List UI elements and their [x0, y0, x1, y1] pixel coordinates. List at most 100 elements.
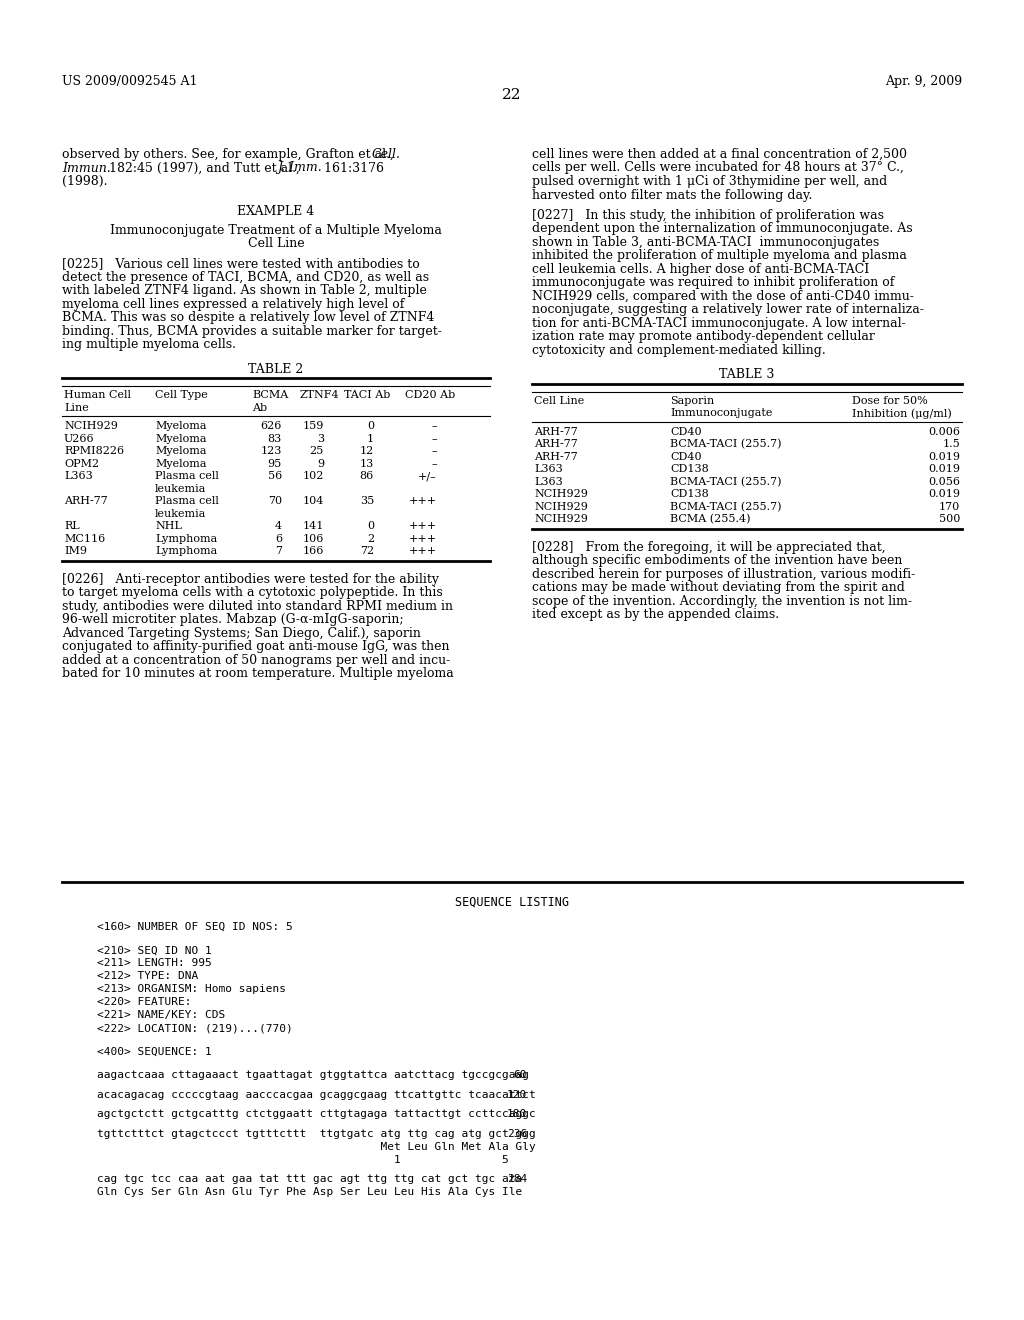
Text: to target myeloma cells with a cytotoxic polypeptide. In this: to target myeloma cells with a cytotoxic…	[62, 586, 442, 599]
Text: 0.056: 0.056	[928, 477, 961, 487]
Text: 182:45 (1997), and Tutt et al.,: 182:45 (1997), and Tutt et al.,	[105, 161, 304, 174]
Text: Saporin: Saporin	[670, 396, 715, 405]
Text: dependent upon the internalization of immunoconjugate. As: dependent upon the internalization of im…	[532, 222, 912, 235]
Text: cell leukemia cells. A higher dose of anti-BCMA-TACI: cell leukemia cells. A higher dose of an…	[532, 263, 869, 276]
Text: –: –	[431, 458, 437, 469]
Text: 35: 35	[359, 496, 374, 506]
Text: Dose for 50%: Dose for 50%	[852, 396, 928, 405]
Text: noconjugate, suggesting a relatively lower rate of internaliza-: noconjugate, suggesting a relatively low…	[532, 304, 924, 317]
Text: TACI Ab: TACI Ab	[344, 391, 390, 400]
Text: Lymphoma: Lymphoma	[155, 533, 217, 544]
Text: OPM2: OPM2	[63, 458, 99, 469]
Text: immunoconjugate was required to inhibit proliferation of: immunoconjugate was required to inhibit …	[532, 276, 894, 289]
Text: <220> FEATURE:: <220> FEATURE:	[97, 998, 191, 1007]
Text: 96-well microtiter plates. Mabzap (G-α-mIgG-saporin;: 96-well microtiter plates. Mabzap (G-α-m…	[62, 614, 403, 626]
Text: cag tgc tcc caa aat gaa tat ttt gac agt ttg ttg cat gct tgc ata: cag tgc tcc caa aat gaa tat ttt gac agt …	[97, 1175, 522, 1184]
Text: Myeloma: Myeloma	[155, 458, 207, 469]
Text: Plasma cell: Plasma cell	[155, 496, 219, 506]
Text: cations may be made without deviating from the spirit and: cations may be made without deviating fr…	[532, 581, 905, 594]
Text: 180: 180	[507, 1109, 527, 1119]
Text: shown in Table 3, anti-BCMA-TACI  immunoconjugates: shown in Table 3, anti-BCMA-TACI immunoc…	[532, 236, 880, 248]
Text: conjugated to affinity-purified goat anti-mouse IgG, was then: conjugated to affinity-purified goat ant…	[62, 640, 450, 653]
Text: <160> NUMBER OF SEQ ID NOS: 5: <160> NUMBER OF SEQ ID NOS: 5	[97, 921, 293, 932]
Text: harvested onto filter mats the following day.: harvested onto filter mats the following…	[532, 189, 812, 202]
Text: [0228]   From the foregoing, it will be appreciated that,: [0228] From the foregoing, it will be ap…	[532, 541, 886, 553]
Text: bated for 10 minutes at room temperature. Multiple myeloma: bated for 10 minutes at room temperature…	[62, 667, 454, 680]
Text: 9: 9	[316, 458, 324, 469]
Text: –: –	[431, 421, 437, 432]
Text: myeloma cell lines expressed a relatively high level of: myeloma cell lines expressed a relativel…	[62, 298, 404, 310]
Text: L363: L363	[63, 471, 93, 482]
Text: 284: 284	[507, 1175, 527, 1184]
Text: Met Leu Gln Met Ala Gly: Met Leu Gln Met Ala Gly	[97, 1142, 536, 1151]
Text: 0.019: 0.019	[928, 451, 961, 462]
Text: 500: 500	[939, 513, 961, 524]
Text: 70: 70	[268, 496, 282, 506]
Text: Cell Line: Cell Line	[248, 238, 304, 249]
Text: ARH-77: ARH-77	[534, 451, 578, 462]
Text: <210> SEQ ID NO 1: <210> SEQ ID NO 1	[97, 945, 212, 956]
Text: L363: L363	[534, 465, 563, 474]
Text: pulsed overnight with 1 μCi of 3thymidine per well, and: pulsed overnight with 1 μCi of 3thymidin…	[532, 176, 887, 187]
Text: Immun.: Immun.	[62, 161, 111, 174]
Text: BCMA-TACI (255.7): BCMA-TACI (255.7)	[670, 502, 781, 512]
Text: Line: Line	[63, 403, 89, 413]
Text: 120: 120	[507, 1090, 527, 1100]
Text: Apr. 9, 2009: Apr. 9, 2009	[885, 75, 962, 88]
Text: 161:3176: 161:3176	[319, 161, 384, 174]
Text: described herein for purposes of illustration, various modifi-: described herein for purposes of illustr…	[532, 568, 915, 581]
Text: ARH-77: ARH-77	[534, 440, 578, 449]
Text: NCIH929: NCIH929	[534, 513, 588, 524]
Text: <222> LOCATION: (219)...(770): <222> LOCATION: (219)...(770)	[97, 1023, 293, 1034]
Text: <211> LENGTH: 995: <211> LENGTH: 995	[97, 958, 212, 969]
Text: Gln Cys Ser Gln Asn Glu Tyr Phe Asp Ser Leu Leu His Ala Cys Ile: Gln Cys Ser Gln Asn Glu Tyr Phe Asp Ser …	[97, 1187, 522, 1197]
Text: <212> TYPE: DNA: <212> TYPE: DNA	[97, 972, 199, 981]
Text: TABLE 2: TABLE 2	[249, 363, 304, 376]
Text: agctgctctt gctgcatttg ctctggaatt cttgtagaga tattacttgt ccttccaggc: agctgctctt gctgcatttg ctctggaatt cttgtag…	[97, 1109, 536, 1119]
Text: leukemia: leukemia	[155, 508, 207, 519]
Text: Myeloma: Myeloma	[155, 434, 207, 444]
Text: 95: 95	[267, 458, 282, 469]
Text: Immunoconjugate: Immunoconjugate	[670, 408, 772, 418]
Text: 0: 0	[367, 521, 374, 531]
Text: 6: 6	[274, 533, 282, 544]
Text: US 2009/0092545 A1: US 2009/0092545 A1	[62, 75, 198, 88]
Text: aagactcaaa cttagaaact tgaattagat gtggtattca aatcttacg tgccgcgaag: aagactcaaa cttagaaact tgaattagat gtggtat…	[97, 1071, 529, 1080]
Text: –: –	[431, 434, 437, 444]
Text: 159: 159	[303, 421, 324, 432]
Text: Cell Line: Cell Line	[534, 396, 585, 405]
Text: Human Cell: Human Cell	[63, 391, 131, 400]
Text: BCMA (255.4): BCMA (255.4)	[670, 513, 751, 524]
Text: Myeloma: Myeloma	[155, 446, 207, 457]
Text: although specific embodiments of the invention have been: although specific embodiments of the inv…	[532, 554, 902, 568]
Text: 1: 1	[367, 434, 374, 444]
Text: NHL: NHL	[155, 521, 182, 531]
Text: RL: RL	[63, 521, 80, 531]
Text: NCIH929: NCIH929	[534, 502, 588, 512]
Text: EXAMPLE 4: EXAMPLE 4	[238, 205, 314, 218]
Text: 0.006: 0.006	[928, 426, 961, 437]
Text: Inhibition (μg/ml): Inhibition (μg/ml)	[852, 408, 951, 418]
Text: 13: 13	[359, 458, 374, 469]
Text: 0: 0	[367, 421, 374, 432]
Text: 102: 102	[303, 471, 324, 482]
Text: RPMI8226: RPMI8226	[63, 446, 124, 457]
Text: ARH-77: ARH-77	[63, 496, 108, 506]
Text: 170: 170	[939, 502, 961, 512]
Text: ization rate may promote antibody-dependent cellular: ization rate may promote antibody-depend…	[532, 330, 874, 343]
Text: leukemia: leukemia	[155, 483, 207, 494]
Text: 7: 7	[275, 546, 282, 556]
Text: NCIH929 cells, compared with the dose of anti-CD40 immu-: NCIH929 cells, compared with the dose of…	[532, 290, 913, 302]
Text: BCMA. This was so despite a relatively low level of ZTNF4: BCMA. This was so despite a relatively l…	[62, 312, 434, 325]
Text: cell lines were then added at a final concentration of 2,500: cell lines were then added at a final co…	[532, 148, 907, 161]
Text: L363: L363	[534, 477, 563, 487]
Text: +/–: +/–	[418, 471, 437, 482]
Text: 0.019: 0.019	[928, 465, 961, 474]
Text: TABLE 3: TABLE 3	[719, 368, 775, 381]
Text: 626: 626	[261, 421, 282, 432]
Text: detect the presence of TACI, BCMA, and CD20, as well as: detect the presence of TACI, BCMA, and C…	[62, 271, 429, 284]
Text: inhibited the proliferation of multiple myeloma and plasma: inhibited the proliferation of multiple …	[532, 249, 907, 263]
Text: <221> NAME/KEY: CDS: <221> NAME/KEY: CDS	[97, 1010, 225, 1020]
Text: Cell Type: Cell Type	[155, 391, 208, 400]
Text: Immunoconjugate Treatment of a Multiple Myeloma: Immunoconjugate Treatment of a Multiple …	[110, 223, 442, 236]
